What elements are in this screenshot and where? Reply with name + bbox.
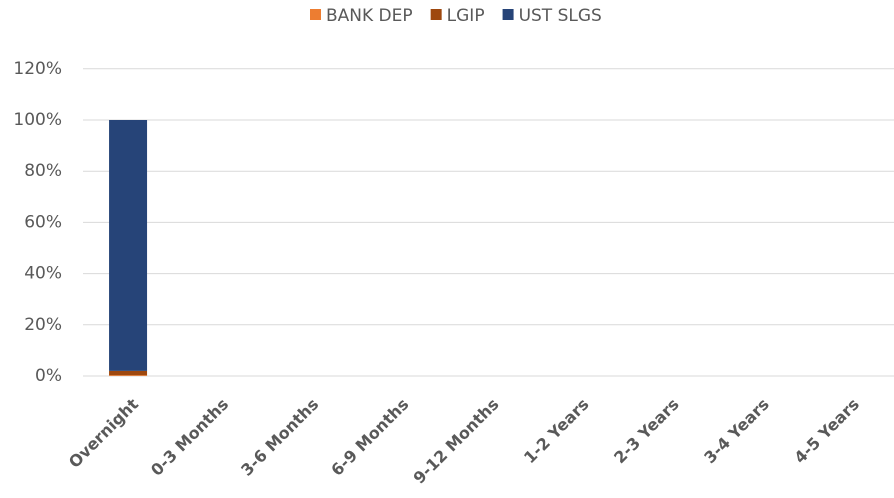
x-tick-label: 2-3 Years [610,395,683,468]
legend-swatch [310,9,321,20]
y-tick-label: 80% [24,161,62,181]
bar-segment [109,375,148,376]
bar-segment [109,120,148,371]
x-tick-label: 1-2 Years [520,395,593,468]
y-tick-label: 0% [35,366,62,386]
x-tick-label: 6-9 Months [327,395,412,480]
bar-segment [109,370,148,376]
legend-label: BANK DEP [326,6,413,26]
y-tick-label: 40% [24,264,62,284]
x-tick-label: 3-6 Months [237,395,322,480]
x-tick-label: 0-3 Months [147,395,232,480]
x-tick-label: 9-12 Months [410,395,503,488]
x-tick-label: 3-4 Years [700,395,773,468]
y-tick-label: 60% [24,212,62,232]
x-tick-label: Overnight [65,394,142,471]
y-tick-label: 20% [24,315,62,335]
legend-label: LGIP [447,6,485,26]
x-tick-label: 4-5 Years [790,395,863,468]
y-tick-label: 120% [13,59,62,79]
legend-swatch [430,9,442,20]
legend-label: UST SLGS [519,6,602,26]
legend-swatch [502,9,514,20]
y-tick-label: 100% [13,110,62,130]
